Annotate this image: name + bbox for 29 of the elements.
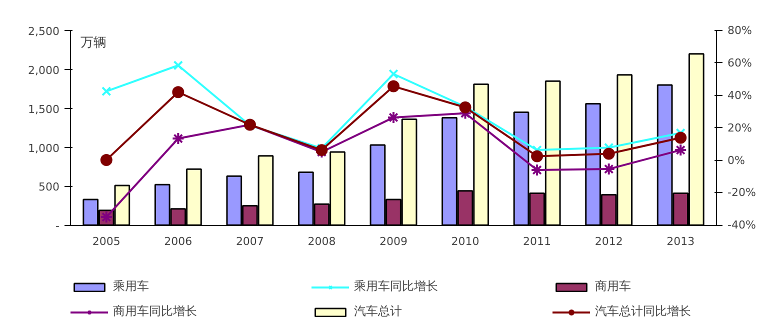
legend-label: 商用车 — [595, 278, 632, 295]
y2-tick-label: 0% — [728, 154, 745, 167]
x-tick-label: 2009 — [380, 235, 408, 248]
y2-tick-label: -20% — [728, 186, 756, 200]
legend-label: 汽车总计 — [354, 303, 403, 320]
y-tick-label: 1,500 — [28, 102, 60, 116]
x-tick-label: 2011 — [523, 235, 552, 248]
y2-tick-label: 20% — [728, 121, 752, 134]
x-tick-label: 2012 — [594, 235, 623, 248]
x-tick-label: 2005 — [92, 235, 120, 248]
y2-tick-label: -40% — [728, 218, 756, 232]
y2-tick-label: 80% — [728, 24, 752, 37]
legend-label: 汽车总计同比增长 — [595, 303, 692, 320]
y-tick-label: - — [56, 220, 60, 233]
x-tick-label: 2008 — [308, 235, 336, 248]
y-tick-label: 1,000 — [28, 142, 60, 155]
legend-label: 商用车同比增长 — [113, 303, 198, 320]
y2-tick-label: 60% — [728, 56, 752, 70]
x-tick-label: 2007 — [236, 235, 264, 248]
legend-label: 乘用车 — [113, 278, 150, 295]
x-tick-label: 2006 — [164, 235, 192, 248]
y-tick-label: 500 — [38, 180, 60, 194]
y-axis-title: 万辆 — [80, 36, 106, 50]
y2-tick-label: 40% — [728, 88, 752, 102]
y-tick-label: 2,500 — [28, 25, 60, 38]
y-tick-label: 2,000 — [28, 64, 60, 77]
legend-label: 乘用车同比增长 — [354, 278, 439, 295]
x-tick-label: 2013 — [666, 235, 695, 248]
x-tick-label: 2010 — [451, 235, 480, 248]
